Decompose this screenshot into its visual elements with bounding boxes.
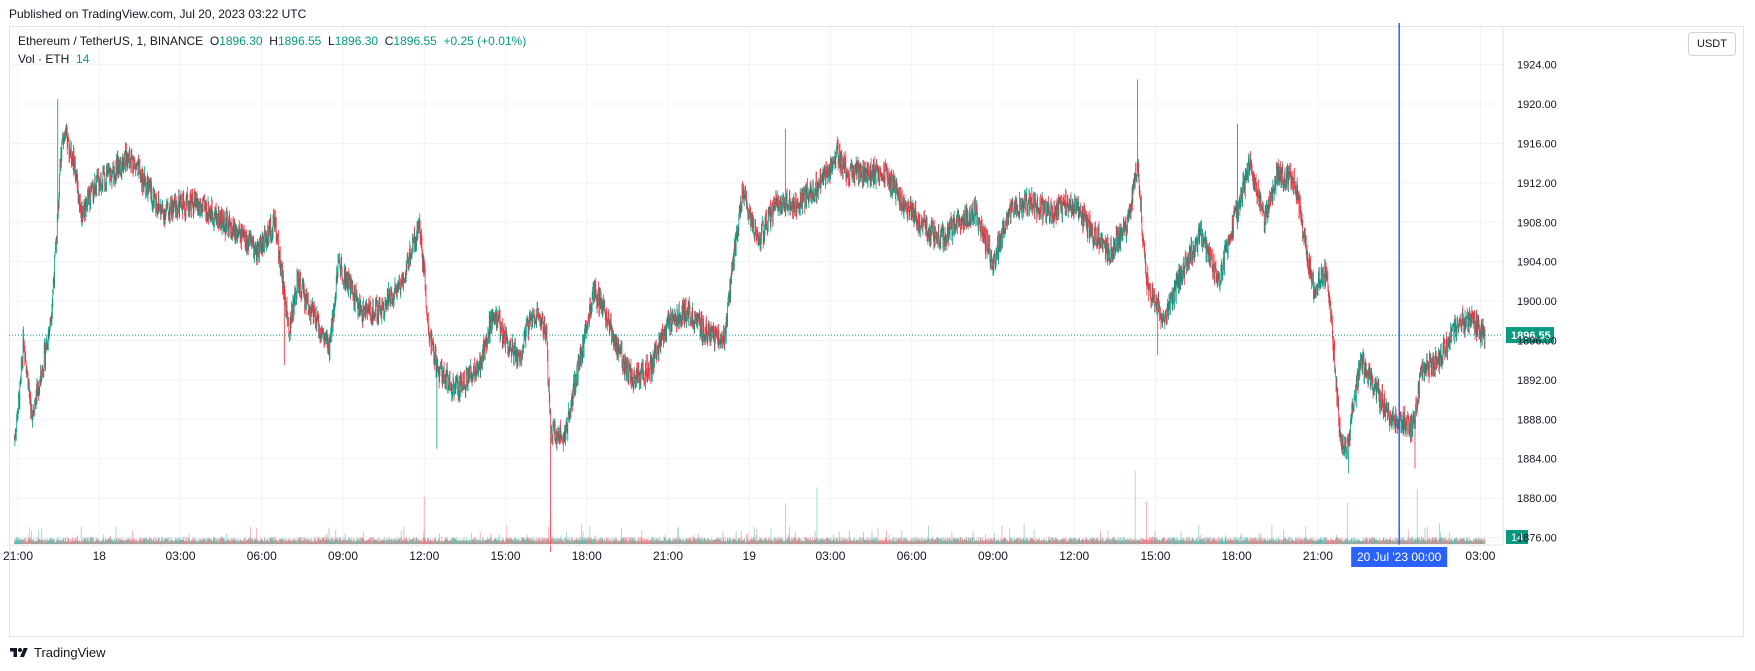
candles xyxy=(14,79,1486,553)
grid-lines xyxy=(9,27,1503,545)
volume-bars xyxy=(14,470,1486,544)
published-header: Published on TradingView.com, Jul 20, 20… xyxy=(9,7,307,21)
chart-frame[interactable] xyxy=(9,26,1744,637)
